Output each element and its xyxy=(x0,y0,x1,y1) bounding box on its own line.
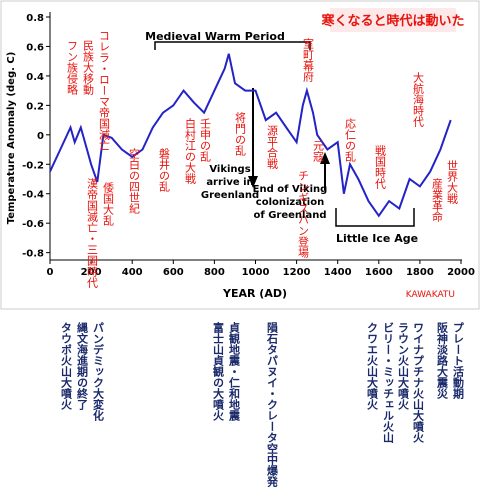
x-tick-label: 1200 xyxy=(283,267,311,278)
annotation: Vikings arrive in Greenland xyxy=(201,164,259,201)
annotation: 大航海時代 xyxy=(412,71,425,128)
annotation: 世界大戦 xyxy=(446,160,459,205)
annotation: 壬申の乱 xyxy=(199,118,212,162)
annotation: End of Viking colonization of Greenland xyxy=(253,184,328,221)
chart-panel xyxy=(0,0,480,310)
y-tick-label: -0.2 xyxy=(22,160,44,171)
y-axis-label: Temperature Anomaly (deg. C) xyxy=(6,52,17,225)
note: ラウン火山大噴火 xyxy=(397,322,410,411)
annotation: 応仁の乱 xyxy=(344,117,357,162)
x-axis-label: YEAR (AD) xyxy=(222,287,287,300)
annotation: 元寇 xyxy=(312,140,325,163)
annotation: フン族侵略 xyxy=(66,40,79,96)
annotation: 磐井の乱 xyxy=(158,147,171,192)
note: クワエ火山大噴火 xyxy=(366,322,379,411)
note: ワイナプチナ火山大噴火 xyxy=(412,322,425,444)
annotation: Little Ice Age xyxy=(336,232,418,245)
note: 隕石タパヌイ・クレータ空中爆発 xyxy=(266,321,280,488)
y-tick-label: -0.8 xyxy=(22,249,44,260)
credit: KAWAKATU xyxy=(406,290,455,300)
x-tick-label: 800 xyxy=(204,267,225,278)
annotation: 倭国大乱 xyxy=(102,182,115,226)
annotation: チンギスハン登場 xyxy=(297,170,310,259)
annotation: コレラ・ローマ帝国滅亡 xyxy=(98,30,111,151)
note: 富士山貞観の大噴火 xyxy=(212,321,225,422)
y-tick-label: 0.2 xyxy=(26,101,44,112)
note: ビリー・ミッチェル火山 xyxy=(382,322,395,444)
y-tick-label: 0 xyxy=(37,131,44,142)
x-tick-label: 2000 xyxy=(447,267,475,278)
bracket xyxy=(154,41,311,50)
x-tick-label: 1000 xyxy=(242,267,270,278)
annotation: 源平合戦 xyxy=(266,124,279,170)
y-tick-label: -0.6 xyxy=(22,219,44,230)
y-tick-label: 0.6 xyxy=(26,42,44,53)
x-tick-label: 200 xyxy=(81,267,102,278)
y-tick-label: -0.4 xyxy=(22,190,44,201)
bracket xyxy=(335,208,415,227)
x-tick-label: 1800 xyxy=(406,267,434,278)
annotation: 戦国時代 xyxy=(374,145,387,190)
y-tick-label: 0.8 xyxy=(26,13,44,24)
note: 貞観地震・仁和地震 xyxy=(228,321,242,422)
annotation: 空白の四世紀 xyxy=(128,147,141,214)
y-tick-label: 0.4 xyxy=(26,72,44,83)
x-tick-label: 600 xyxy=(163,267,184,278)
annotation: 漢帝国滅亡・三国時代 xyxy=(86,178,99,289)
x-tick-label: 400 xyxy=(122,267,143,278)
chart-title: 寒くなると時代は動いた xyxy=(320,13,464,29)
x-tick-label: 1600 xyxy=(365,267,393,278)
x-tick-label: 0 xyxy=(47,267,54,278)
note: 縄文海進期の終了 xyxy=(76,321,89,411)
annotation: 室町幕府 xyxy=(302,37,315,83)
title-box xyxy=(330,8,456,32)
annotation: 白村江の大戦 xyxy=(184,117,197,185)
note: 阪神淡路大震災 xyxy=(436,321,450,400)
arrow-head xyxy=(248,176,258,188)
x-tick-label: 1400 xyxy=(324,267,352,278)
annotation: Medieval Warm Period xyxy=(145,30,285,43)
annotation: 将門の乱 xyxy=(234,112,247,156)
annotation: 産業革命 xyxy=(431,178,444,222)
note: パンデミック大変化 xyxy=(92,322,105,422)
arrow-head xyxy=(320,152,330,164)
note: タウポ火山大噴火 xyxy=(60,322,73,411)
annotation: 民族大移動 xyxy=(82,40,95,96)
line xyxy=(49,53,452,218)
note: プレート活動期 xyxy=(452,322,465,400)
